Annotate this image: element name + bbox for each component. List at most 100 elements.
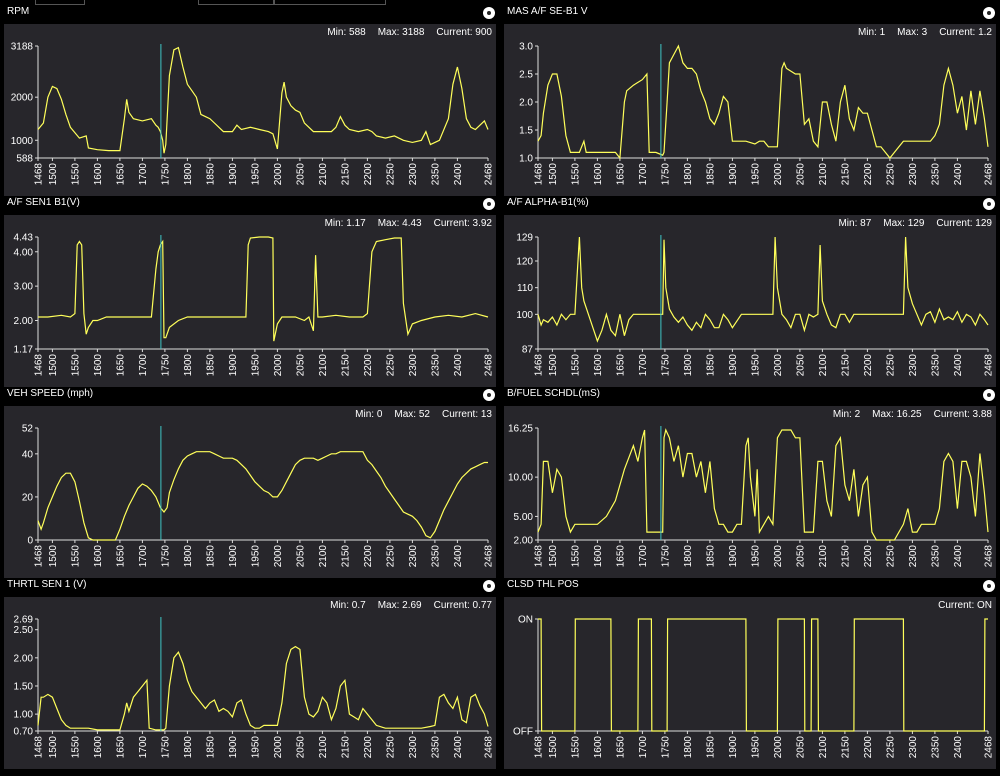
y-tick-label: 129 xyxy=(516,233,533,244)
plot-svg[interactable]: OFF ON 1468 1500 1550 1600 1650 1700 1750 1800 185… xyxy=(504,597,996,769)
current-value: Current: 13 xyxy=(441,409,492,420)
x-tick-label: 2100 xyxy=(318,354,329,377)
x-tick-label: 1500 xyxy=(48,354,59,377)
x-tick-label: 1700 xyxy=(138,545,149,568)
panel-title: VEH SPEED (mph) xyxy=(7,388,94,399)
x-tick-label: 1650 xyxy=(115,163,126,186)
panel-title: B/FUEL SCHDL(mS) xyxy=(507,388,600,399)
y-tick-label: 16.25 xyxy=(508,424,533,435)
x-tick-label: 1800 xyxy=(183,163,194,186)
plot-svg[interactable]: 0.70 1.00 1.50 2.00 2.502.69 1468 1500 1550 1600… xyxy=(4,597,496,769)
plot-svg[interactable]: 2.00 5.00 10.00 16.25 1468 1500 1550 1600 1650 17… xyxy=(504,406,996,578)
circle-settings-icon[interactable] xyxy=(483,7,495,19)
axis-line xyxy=(537,237,988,350)
x-tick-label: 1600 xyxy=(593,354,604,377)
circle-settings-icon[interactable] xyxy=(983,389,995,401)
circle-settings-icon[interactable] xyxy=(483,389,495,401)
x-tick-label: 1900 xyxy=(228,354,239,377)
x-tick-label: 1500 xyxy=(548,736,559,759)
toolbar-field[interactable] xyxy=(198,0,274,5)
max-value: Max: 3 xyxy=(897,27,928,38)
y-tick-label: 2000 xyxy=(11,93,34,104)
x-tick-label: 2000 xyxy=(273,354,284,377)
x-tick-label: 1850 xyxy=(205,736,216,759)
toolbar-field[interactable] xyxy=(274,0,386,5)
plot-svg[interactable]: 1.17 2.00 3.00 4.00 4.43 1468 1500 1550 1600 1650… xyxy=(4,215,496,387)
x-tick-label: 1550 xyxy=(70,163,81,186)
x-tick-label: 1850 xyxy=(205,163,216,186)
y-tick-label: 110 xyxy=(517,283,533,294)
x-tick-label: 2100 xyxy=(318,545,329,568)
x-tick-label: 1900 xyxy=(728,354,739,377)
axis-line xyxy=(37,237,488,350)
x-tick-label: 1900 xyxy=(228,736,239,759)
x-tick-label: 2200 xyxy=(863,354,874,377)
x-tick-label: 1900 xyxy=(228,163,239,186)
plot-svg[interactable]: 87 100 110 120 129 1468 1500 1550 1600 1650 1700 17… xyxy=(504,215,996,387)
data-trace xyxy=(37,451,488,541)
x-tick-label: 1850 xyxy=(705,354,716,377)
x-tick-label: 1550 xyxy=(70,736,81,759)
x-tick-label: 1650 xyxy=(615,545,626,568)
x-tick-label: 1500 xyxy=(548,545,559,568)
circle-settings-icon[interactable] xyxy=(483,198,495,210)
min-value: Min: 2 xyxy=(832,409,861,420)
plot-svg[interactable]: 0 20 40 52 1468 1500 1550 1600 1650 1700 1750 1800 1… xyxy=(4,406,496,578)
x-tick-label: 2000 xyxy=(273,545,284,568)
x-tick-label: 2000 xyxy=(273,163,284,186)
y-tick-label: 120 xyxy=(516,257,533,268)
y-tick-label: 1.5 xyxy=(519,126,533,137)
circle-settings-icon[interactable] xyxy=(483,580,495,592)
y-tick-label: 4.00 xyxy=(14,247,34,258)
chart-area: Min: 0.7 Max: 2.69 Current: 0.77 0.70 1.00 1… xyxy=(4,597,496,769)
circle-settings-icon[interactable] xyxy=(983,198,995,210)
x-tick-label: 1950 xyxy=(250,736,261,759)
max-value: Max: 3188 xyxy=(377,27,425,38)
x-tick-label: 1950 xyxy=(250,163,261,186)
x-tick-label: 1950 xyxy=(250,354,261,377)
x-tick-label: 2250 xyxy=(885,163,896,186)
x-tick-label: 1550 xyxy=(70,545,81,568)
x-tick-label: 2468 xyxy=(484,163,495,186)
graph-panel-af-alpha: A/F ALPHA-B1(%) Min: 87 Max: 129 Current: … xyxy=(500,197,1000,387)
x-tick-label: 1468 xyxy=(534,736,545,759)
x-tick-label: 2000 xyxy=(773,545,784,568)
x-tick-label: 1500 xyxy=(48,545,59,568)
x-tick-label: 1850 xyxy=(705,545,716,568)
x-tick-label: 1800 xyxy=(683,354,694,377)
circle-settings-icon[interactable] xyxy=(983,7,995,19)
data-trace xyxy=(537,236,989,343)
chart-area: Min: 1.17 Max: 4.43 Current: 3.92 1.17 2.00… xyxy=(4,215,496,387)
x-tick-label: 1700 xyxy=(138,354,149,377)
current-value: Current: ON xyxy=(938,600,992,611)
x-tick-label: 2468 xyxy=(984,545,995,568)
x-tick-label: 2150 xyxy=(340,354,351,377)
x-tick-label: 2350 xyxy=(930,736,941,759)
y-tick-label: ON xyxy=(518,615,533,626)
x-tick-label: 2400 xyxy=(953,545,964,568)
x-tick-label: 1650 xyxy=(115,354,126,377)
x-tick-label: 2150 xyxy=(340,736,351,759)
x-tick-label: 1750 xyxy=(160,354,171,377)
x-tick-label: 2100 xyxy=(818,354,829,377)
x-tick-label: 2250 xyxy=(385,545,396,568)
axis-line xyxy=(37,428,488,541)
x-tick-label: 1550 xyxy=(70,354,81,377)
circle-settings-icon[interactable] xyxy=(983,580,995,592)
x-tick-label: 1500 xyxy=(548,163,559,186)
x-tick-label: 2100 xyxy=(818,545,829,568)
current-value: Current: 3.88 xyxy=(933,409,992,420)
x-tick-label: 2350 xyxy=(430,736,441,759)
x-tick-label: 1750 xyxy=(660,736,671,759)
x-tick-label: 2300 xyxy=(908,545,919,568)
x-tick-label: 1550 xyxy=(570,545,581,568)
data-trace xyxy=(537,44,989,160)
graph-panel-veh-speed: VEH SPEED (mph) Min: 0 Max: 52 Current: 13… xyxy=(0,388,500,578)
toolbar-field[interactable] xyxy=(35,0,85,5)
graph-panel-af-sen1: A/F SEN1 B1(V) Min: 1.17 Max: 4.43 Current… xyxy=(0,197,500,387)
x-tick-label: 1800 xyxy=(683,545,694,568)
plot-svg[interactable]: 1.0 1.5 2.0 2.5 3.0 1468 1500 1550 1600 1650 1700 1… xyxy=(504,24,996,196)
axis-line xyxy=(537,428,988,541)
plot-svg[interactable]: 588 1000 2000 3188 1468 1500 1550 1600 1650 1700 1… xyxy=(4,24,496,196)
x-tick-label: 2200 xyxy=(363,354,374,377)
